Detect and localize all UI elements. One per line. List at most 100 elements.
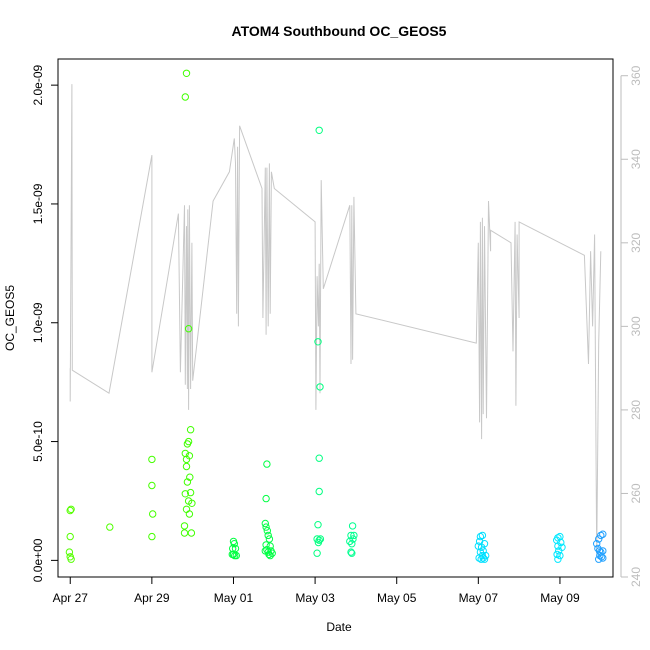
data-point-31 [187, 529, 196, 537]
y-axis-label: OC_GEOS5 [3, 285, 17, 351]
x-tick-label-4: May 05 [377, 591, 417, 605]
right-y-axis: 240 260 280 300 320 340 360 [620, 65, 643, 587]
data-point-30 [180, 529, 189, 537]
data-point-26 [188, 499, 196, 507]
data-point-0 [66, 506, 74, 515]
right-y-tick-label-4: 320 [629, 232, 643, 252]
data-point-60 [315, 487, 323, 496]
data-point-20 [182, 462, 191, 471]
data-point-13 [184, 325, 193, 333]
data-point-14 [186, 426, 195, 434]
data-point-33 [230, 540, 239, 548]
right-y-tick-label-6: 360 [629, 65, 643, 85]
data-point-11 [182, 69, 191, 78]
y-tick-label-2: 1.0e-09 [31, 302, 45, 343]
data-point-27 [182, 505, 191, 513]
data-point-100 [599, 530, 607, 538]
data-point-53 [265, 550, 273, 559]
y-tick-label-4: 2.0e-09 [31, 64, 45, 105]
data-point-109 [595, 555, 603, 563]
data-point-1 [67, 505, 75, 513]
data-point-95 [555, 547, 563, 555]
data-point-66 [313, 549, 321, 557]
data-point-71 [348, 540, 356, 548]
data-point-38 [228, 550, 237, 559]
data-point-10 [148, 532, 156, 541]
right-y-tick-label-0: 240 [629, 567, 643, 587]
data-point-76 [478, 531, 487, 540]
y-tick-label-3: 1.5e-09 [31, 183, 45, 224]
data-point-64 [316, 535, 325, 543]
data-point-2 [66, 532, 74, 541]
y-axis: 0.0e+00 5.0e-10 1.0e-09 1.5e-09 2.0e-09 [31, 64, 59, 582]
x-tick-label-1: Apr 29 [134, 591, 170, 605]
data-point-99 [597, 531, 605, 540]
data-point-8 [148, 481, 156, 490]
data-point-9 [149, 510, 157, 518]
data-point-54 [268, 549, 276, 557]
right-y-tick-label-5: 340 [629, 149, 643, 169]
scatter-points-layer [65, 69, 607, 563]
data-point-45 [264, 531, 272, 540]
data-point-57 [314, 338, 322, 346]
data-point-58 [316, 383, 324, 391]
x-tick-label-0: Apr 27 [53, 591, 89, 605]
data-point-5 [67, 555, 75, 563]
data-point-24 [186, 488, 195, 497]
x-tick-label-3: May 03 [295, 591, 335, 605]
data-point-88 [480, 555, 489, 563]
data-point-29 [180, 522, 189, 530]
data-point-28 [185, 510, 194, 518]
data-point-67 [348, 522, 357, 530]
secondary-series-line [69, 84, 602, 557]
right-y-tick-label-3: 300 [629, 316, 643, 336]
data-point-39 [232, 551, 241, 560]
x-tick-label-2: May 01 [214, 591, 254, 605]
y-tick-label-0: 0.0e+00 [31, 538, 45, 582]
data-point-43 [262, 523, 270, 531]
data-point-16 [183, 440, 192, 448]
data-point-98 [554, 555, 562, 563]
y-tick-label-1: 5.0e-10 [31, 421, 45, 462]
data-point-56 [315, 126, 323, 135]
data-point-6 [106, 523, 114, 531]
data-point-80 [477, 543, 486, 551]
x-tick-label-6: May 09 [540, 591, 580, 605]
data-point-75 [476, 532, 485, 541]
chart-title: ATOM4 Southbound OC_GEOS5 [232, 23, 447, 39]
data-point-72 [349, 535, 357, 543]
data-point-93 [554, 542, 562, 550]
data-point-23 [181, 490, 190, 498]
plot-frame [57, 58, 614, 578]
data-point-22 [183, 478, 192, 486]
data-point-7 [148, 455, 156, 464]
right-y-tick-label-2: 280 [629, 400, 643, 420]
data-point-3 [65, 548, 74, 556]
data-point-102 [593, 540, 601, 548]
data-point-73 [347, 548, 355, 556]
data-point-41 [262, 494, 270, 503]
data-point-44 [263, 527, 271, 535]
data-point-46 [265, 535, 274, 543]
x-tick-label-5: May 07 [459, 591, 499, 605]
x-axis: Apr 27 Apr 29 May 01 May 03 May 05 May 07 May … [53, 576, 580, 605]
data-point-65 [314, 538, 323, 547]
data-point-42 [261, 519, 269, 528]
data-point-87 [479, 554, 487, 562]
data-point-40 [263, 460, 271, 468]
data-point-59 [315, 454, 323, 462]
data-point-101 [595, 535, 603, 543]
x-axis-label: Date [326, 620, 352, 634]
data-point-61 [314, 521, 322, 529]
data-point-86 [477, 555, 485, 563]
data-point-55 [266, 551, 274, 560]
secondary-series-layer [69, 84, 602, 557]
data-point-12 [181, 93, 190, 101]
data-point-84 [482, 551, 490, 560]
data-point-110 [599, 554, 607, 562]
data-point-19 [185, 452, 194, 460]
data-point-74 [348, 549, 356, 557]
data-point-69 [350, 531, 358, 540]
data-point-97 [556, 551, 564, 560]
